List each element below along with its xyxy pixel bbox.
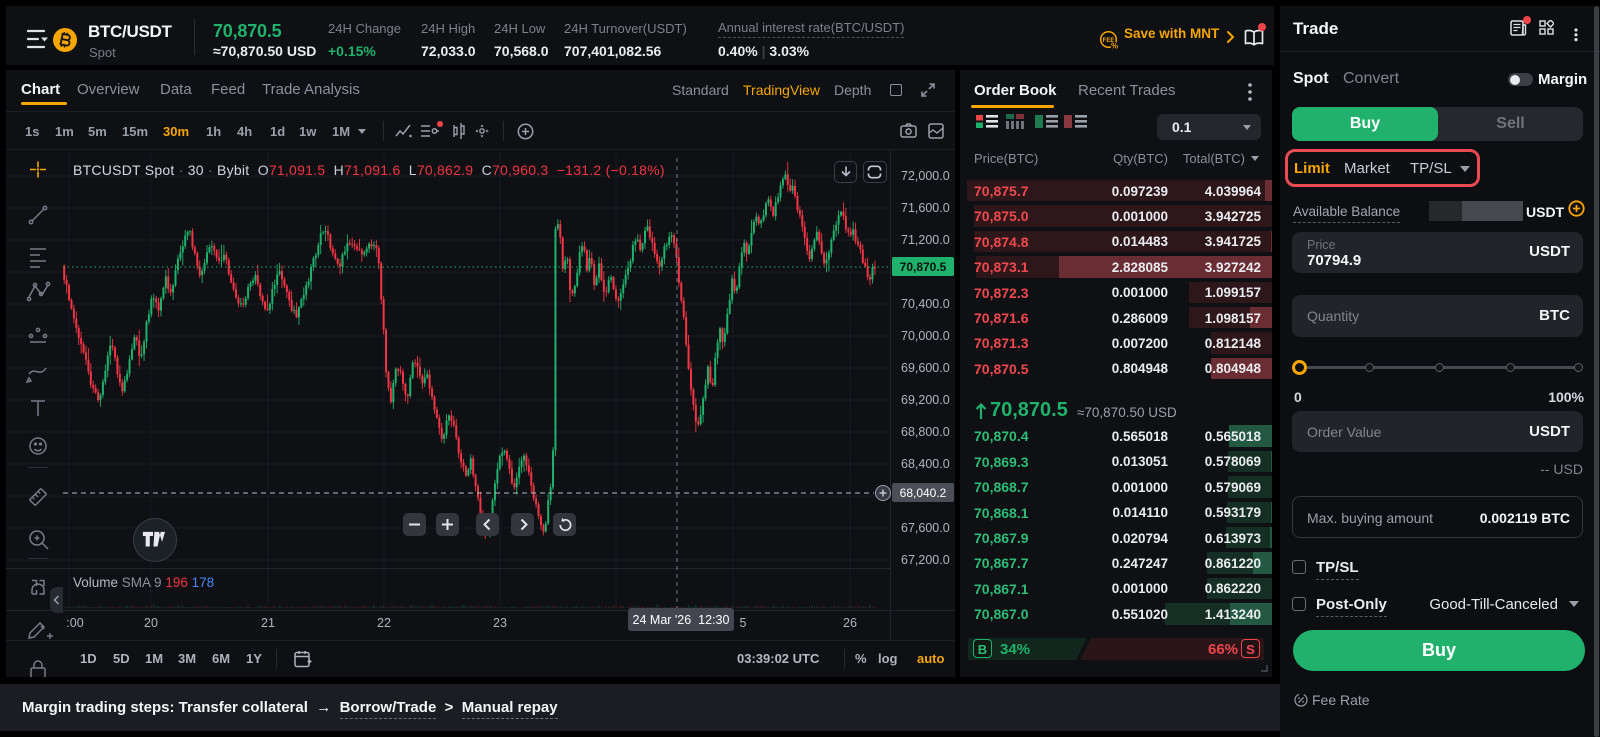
svg-text:22: 22 (377, 616, 391, 630)
svg-text:20: 20 (144, 616, 158, 630)
svg-text:68,400.0: 68,400.0 (901, 457, 950, 471)
svg-text:70,870.5: 70,870.5 (900, 260, 947, 274)
svg-text:71,600.0: 71,600.0 (901, 201, 950, 215)
svg-text:68,040.2: 68,040.2 (900, 486, 947, 500)
svg-text:5: 5 (740, 616, 747, 630)
svg-text:23: 23 (493, 616, 507, 630)
svg-text:69,200.0: 69,200.0 (901, 393, 950, 407)
svg-text:FEE: FEE (1103, 38, 1115, 44)
svg-text:69,600.0: 69,600.0 (901, 361, 950, 375)
svg-text:70,400.0: 70,400.0 (901, 297, 950, 311)
svg-text:67,600.0: 67,600.0 (901, 521, 950, 535)
svg-text:72,000.0: 72,000.0 (901, 169, 950, 183)
svg-text:70,000.0: 70,000.0 (901, 329, 950, 343)
svg-text:67,200.0: 67,200.0 (901, 553, 950, 567)
svg-text:21: 21 (261, 616, 275, 630)
svg-text::00: :00 (66, 616, 83, 630)
svg-text:68,800.0: 68,800.0 (901, 425, 950, 439)
svg-text:%: % (1111, 41, 1118, 50)
svg-text:71,200.0: 71,200.0 (901, 233, 950, 247)
svg-text:26: 26 (843, 616, 857, 630)
svg-text:24 Mar '26 12:30: 24 Mar '26 12:30 (633, 613, 730, 627)
